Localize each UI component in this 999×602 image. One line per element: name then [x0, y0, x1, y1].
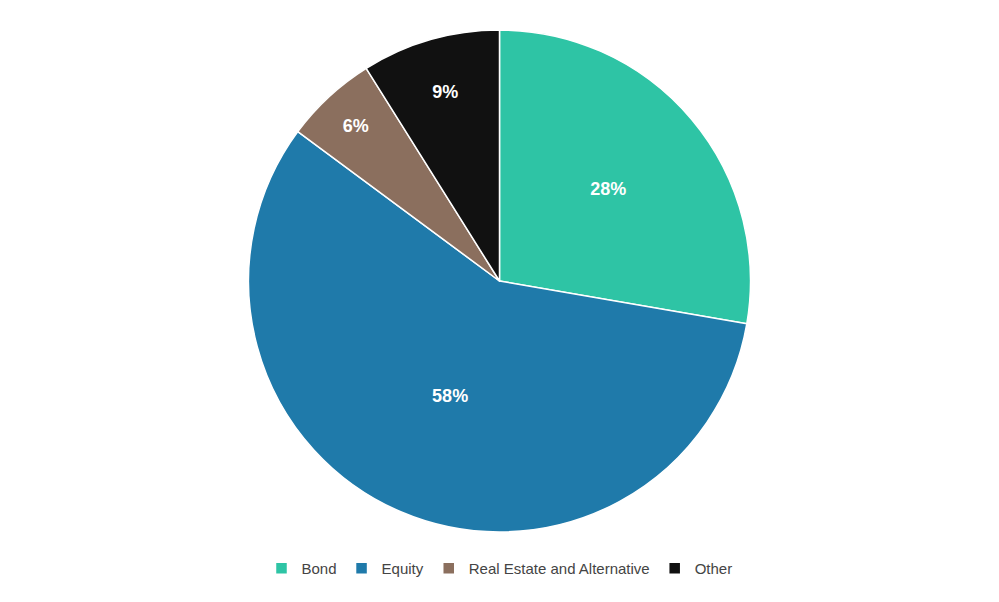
svg-text:Real Estate and Alternative: Real Estate and Alternative	[469, 560, 650, 577]
svg-text:Other: Other	[695, 560, 733, 577]
svg-text:Bond: Bond	[302, 560, 337, 577]
svg-text:9%: 9%	[432, 82, 458, 102]
svg-text:6%: 6%	[343, 116, 369, 136]
svg-text:58%: 58%	[432, 386, 468, 406]
svg-text:28%: 28%	[590, 179, 626, 199]
svg-text:Equity: Equity	[382, 560, 424, 577]
